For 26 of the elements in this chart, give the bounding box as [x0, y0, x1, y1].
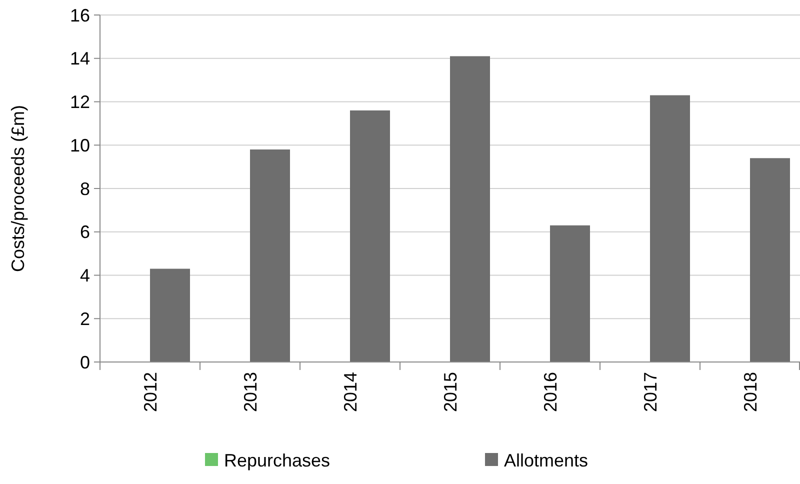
bar	[650, 95, 690, 362]
bar	[750, 158, 790, 362]
bar	[250, 149, 290, 362]
x-tick-label: 2012	[140, 372, 160, 412]
bar	[150, 268, 190, 362]
y-tick-label: 16	[70, 5, 90, 26]
y-tick-label: 0	[80, 352, 90, 372]
x-tick-label: 2014	[340, 372, 360, 412]
bar	[350, 110, 390, 362]
x-tick-label: 2018	[740, 372, 760, 412]
bar	[550, 225, 590, 362]
legend-label: Allotments	[504, 450, 588, 470]
x-tick-label: 2015	[440, 372, 460, 412]
bar	[450, 56, 490, 362]
legend-label: Repurchases	[224, 450, 330, 470]
y-tick-label: 14	[70, 48, 90, 69]
y-tick-label: 12	[70, 92, 90, 112]
x-tick-label: 2013	[240, 372, 260, 412]
y-axis-title: Costs/proceeds (£m)	[8, 104, 28, 272]
x-tick-label: 2016	[540, 372, 560, 412]
y-tick-label: 2	[80, 308, 90, 329]
x-tick-label: 2017	[640, 372, 660, 412]
y-tick-label: 10	[70, 135, 90, 156]
y-tick-label: 6	[80, 222, 90, 242]
y-tick-label: 4	[80, 266, 90, 286]
y-tick-label: 8	[80, 178, 90, 199]
